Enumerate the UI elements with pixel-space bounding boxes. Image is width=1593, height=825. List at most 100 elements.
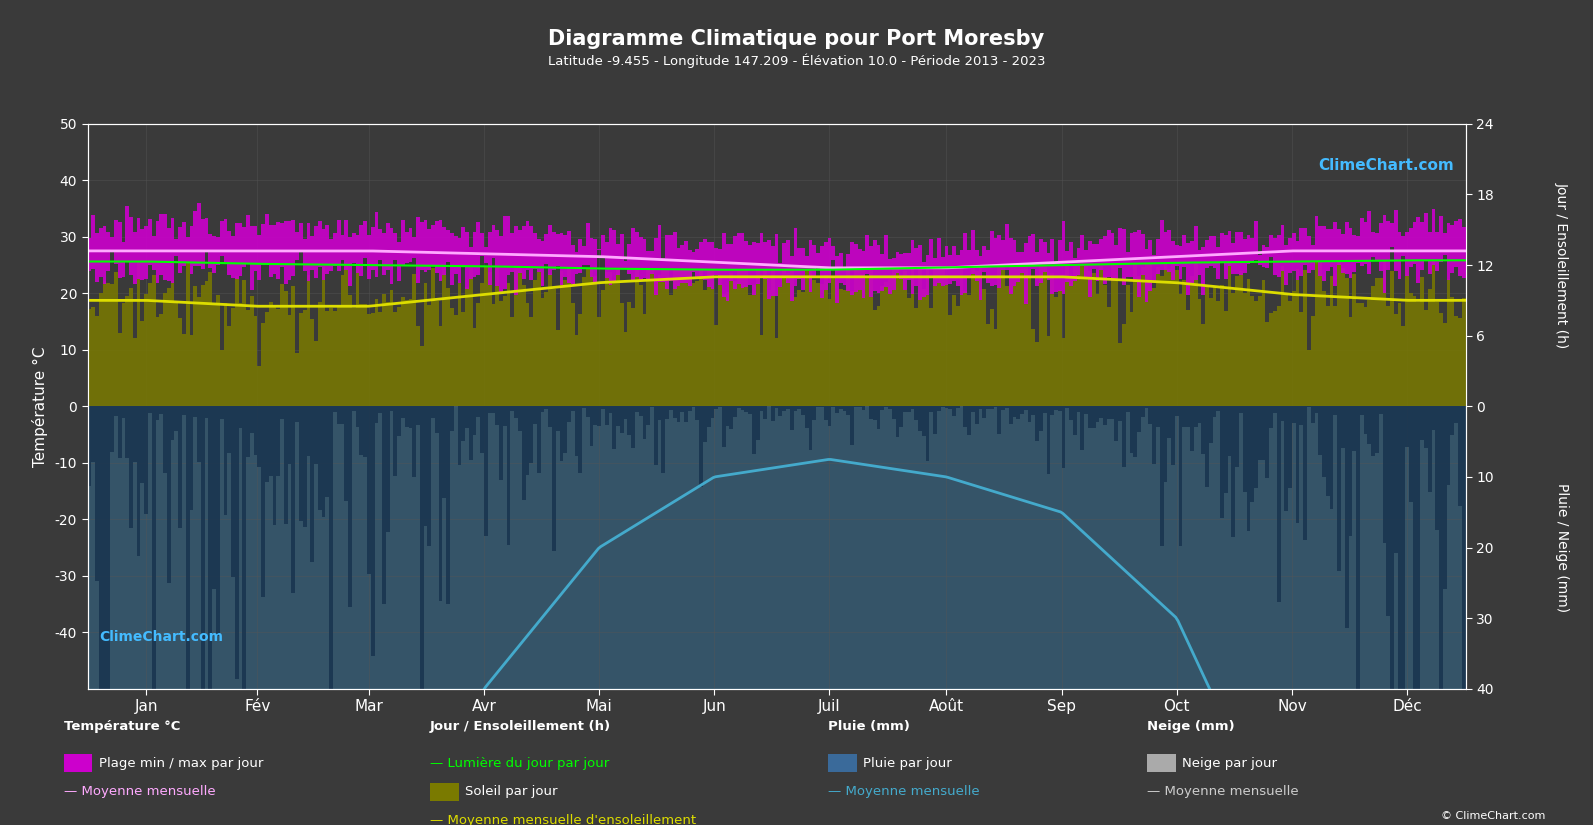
Bar xyxy=(710,406,714,417)
Text: Jour / Ensoleillement (h): Jour / Ensoleillement (h) xyxy=(1555,182,1569,348)
Bar xyxy=(234,224,239,279)
Bar xyxy=(292,220,295,276)
Bar xyxy=(421,346,424,406)
Bar xyxy=(1141,233,1145,276)
Bar xyxy=(983,246,986,272)
Bar xyxy=(824,242,827,290)
Bar xyxy=(873,240,876,291)
Text: Pluie (mm): Pluie (mm) xyxy=(828,720,910,733)
Bar xyxy=(145,295,148,406)
Bar xyxy=(355,406,360,427)
Bar xyxy=(201,285,204,406)
Bar xyxy=(564,406,567,453)
Bar xyxy=(1020,266,1024,406)
Bar xyxy=(1333,406,1337,414)
Bar xyxy=(1300,406,1303,425)
Bar xyxy=(1008,238,1013,294)
Bar xyxy=(677,248,680,285)
Bar xyxy=(575,406,578,456)
Bar xyxy=(1043,266,1047,406)
Bar xyxy=(1416,217,1421,283)
Bar xyxy=(523,285,526,406)
Bar xyxy=(121,303,126,406)
Bar xyxy=(666,269,669,406)
Bar xyxy=(948,315,953,406)
Bar xyxy=(986,324,989,406)
Bar xyxy=(1066,265,1069,406)
Bar xyxy=(330,406,333,689)
Bar xyxy=(465,406,468,428)
Bar xyxy=(1375,233,1378,260)
Bar xyxy=(876,406,881,429)
Bar xyxy=(714,248,718,275)
Bar xyxy=(779,406,782,417)
Bar xyxy=(1035,406,1039,441)
Bar xyxy=(986,406,989,409)
Bar xyxy=(110,406,115,452)
Bar xyxy=(824,275,827,406)
Bar xyxy=(333,406,336,412)
Bar xyxy=(1251,296,1254,406)
Bar xyxy=(956,306,959,406)
Bar xyxy=(616,406,620,426)
Bar xyxy=(1035,252,1039,286)
Bar xyxy=(280,284,284,406)
Bar xyxy=(1432,210,1435,265)
Bar xyxy=(319,302,322,406)
Bar xyxy=(1402,236,1405,257)
Bar xyxy=(352,233,355,263)
Bar xyxy=(1179,294,1182,406)
Bar xyxy=(540,241,545,286)
Bar xyxy=(510,406,515,411)
Bar xyxy=(451,308,454,406)
Bar xyxy=(941,257,945,286)
Bar xyxy=(314,226,319,278)
Bar xyxy=(1110,264,1115,406)
Bar xyxy=(1088,271,1091,406)
Bar xyxy=(1096,244,1099,281)
Bar xyxy=(374,299,378,406)
Bar xyxy=(589,406,594,446)
Bar xyxy=(1314,262,1319,406)
Bar xyxy=(1394,314,1397,406)
Bar xyxy=(1061,406,1066,468)
Bar xyxy=(1311,245,1314,270)
Bar xyxy=(956,255,959,285)
Bar xyxy=(397,308,401,406)
Bar xyxy=(1397,406,1402,689)
Bar xyxy=(198,296,201,406)
Bar xyxy=(846,406,851,415)
Bar xyxy=(258,235,261,280)
Bar xyxy=(126,205,129,262)
Bar xyxy=(1088,406,1091,428)
Bar xyxy=(1217,406,1220,411)
Bar xyxy=(703,238,707,280)
Bar xyxy=(559,271,564,406)
Bar xyxy=(809,270,812,406)
Bar xyxy=(1102,406,1107,425)
Bar xyxy=(1126,406,1129,412)
Bar xyxy=(413,237,416,257)
Bar xyxy=(186,237,190,263)
Bar xyxy=(1145,249,1149,302)
Bar xyxy=(386,223,390,270)
Bar xyxy=(1262,245,1265,266)
Bar xyxy=(446,406,451,604)
Bar xyxy=(1405,271,1408,406)
Bar xyxy=(137,262,140,406)
Bar xyxy=(1284,245,1289,285)
Bar xyxy=(696,406,699,420)
Bar xyxy=(405,300,408,406)
Bar xyxy=(941,267,945,406)
Bar xyxy=(1258,255,1262,265)
Bar xyxy=(1160,406,1163,546)
Bar xyxy=(972,229,975,275)
Bar xyxy=(760,335,763,406)
Bar xyxy=(121,242,126,276)
Bar xyxy=(1432,261,1435,406)
Bar xyxy=(393,312,397,406)
Bar xyxy=(755,270,760,406)
Bar xyxy=(1235,232,1239,274)
Bar xyxy=(1050,238,1055,294)
Bar xyxy=(242,406,247,689)
